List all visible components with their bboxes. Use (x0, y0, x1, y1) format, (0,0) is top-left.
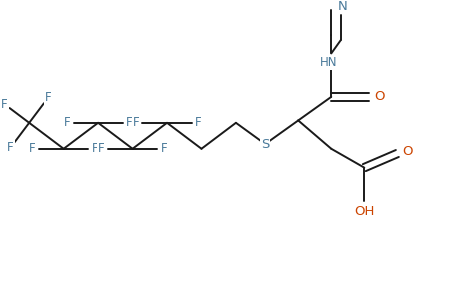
Text: F: F (98, 142, 105, 155)
Text: F: F (29, 142, 36, 155)
Text: F: F (195, 116, 201, 129)
Text: OH: OH (354, 204, 375, 217)
Text: F: F (64, 116, 70, 129)
Text: F: F (1, 98, 8, 111)
Text: HN: HN (320, 56, 337, 69)
Text: F: F (160, 142, 167, 155)
Text: F: F (126, 116, 133, 129)
Text: S: S (261, 138, 269, 151)
Text: O: O (403, 145, 413, 158)
Text: F: F (7, 141, 14, 154)
Text: F: F (45, 91, 51, 105)
Text: F: F (132, 116, 139, 129)
Text: F: F (91, 142, 98, 155)
Text: O: O (374, 90, 385, 103)
Text: N: N (338, 0, 348, 13)
